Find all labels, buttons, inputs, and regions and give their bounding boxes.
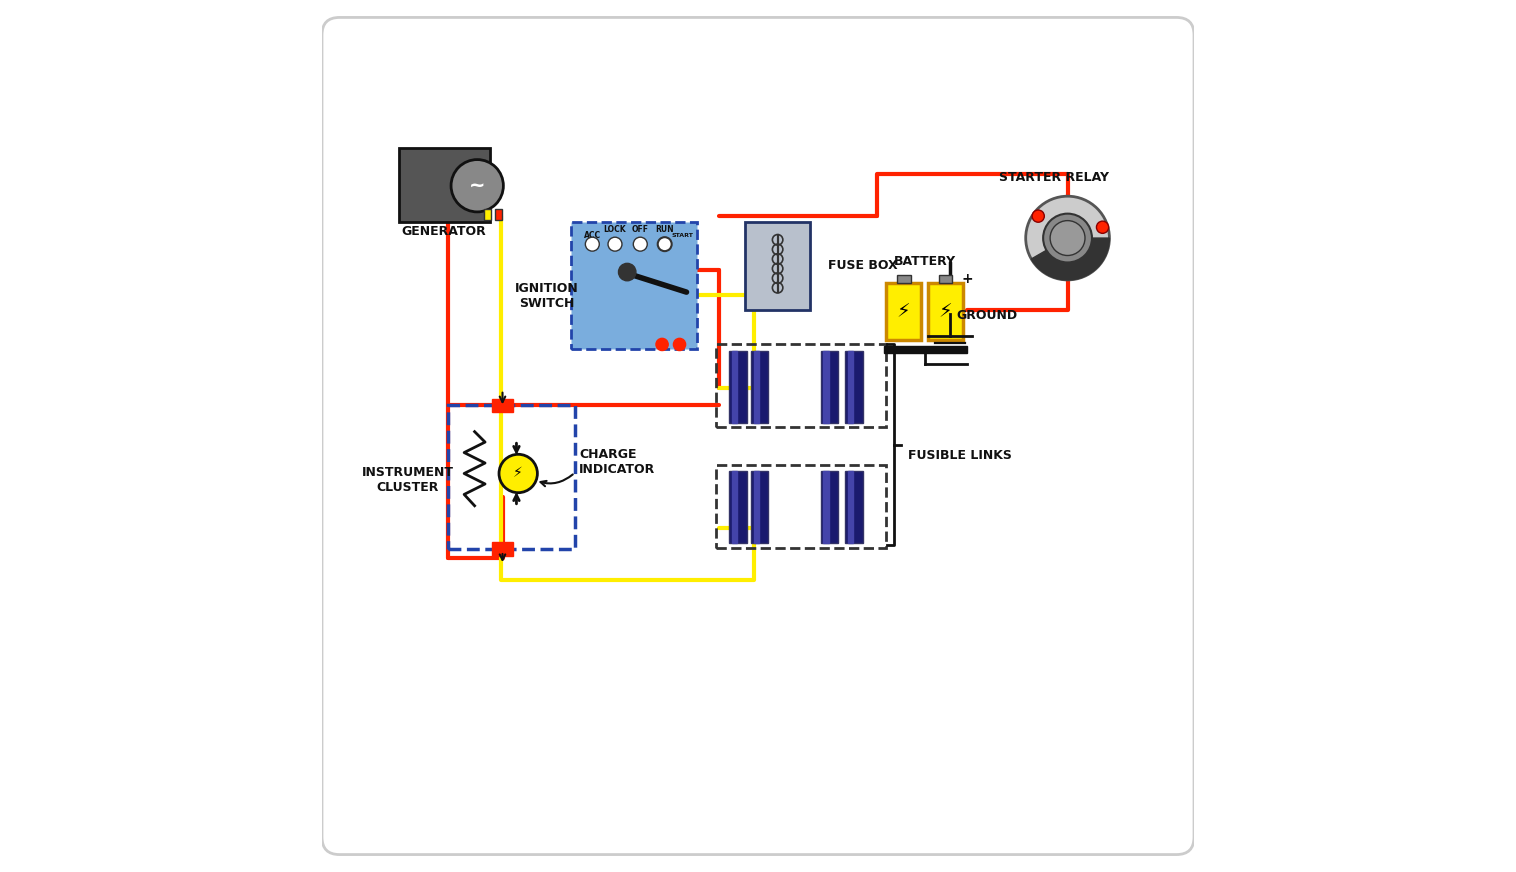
Bar [484,209,491,220]
Bar [493,542,512,556]
Bar [823,351,829,423]
Circle shape [608,237,622,251]
Circle shape [585,237,599,251]
Circle shape [673,338,685,351]
Bar [750,351,769,423]
Bar [847,351,854,423]
Bar [399,148,490,222]
Bar [938,275,952,283]
Bar [732,351,737,423]
Bar [884,346,967,353]
Circle shape [658,237,672,251]
Circle shape [499,454,537,493]
Text: +: + [961,272,973,286]
FancyBboxPatch shape [321,17,1195,855]
Circle shape [452,160,503,212]
Bar [729,471,747,543]
Bar [750,471,769,543]
Circle shape [619,263,635,281]
Text: ACC: ACC [584,231,600,240]
Text: IGNITION
SWITCH: IGNITION SWITCH [515,283,579,310]
Text: GROUND: GROUND [957,310,1017,322]
Bar [820,471,838,543]
Text: RUN: RUN [655,225,675,234]
Text: CHARGE
INDICATOR: CHARGE INDICATOR [579,448,655,476]
Bar [494,209,502,220]
Bar [896,275,911,283]
Bar [753,351,760,423]
Bar [493,399,512,412]
Bar [729,351,747,423]
Text: ~: ~ [468,176,485,195]
Text: ⚡: ⚡ [897,303,911,322]
Circle shape [1026,196,1110,280]
Text: FUSE BOX: FUSE BOX [828,260,897,272]
Text: LOCK: LOCK [603,225,626,234]
Bar [823,471,829,543]
Circle shape [1051,221,1085,255]
Text: GENERATOR: GENERATOR [402,225,487,237]
Text: INSTRUMENT
CLUSTER: INSTRUMENT CLUSTER [361,466,453,494]
Circle shape [1096,221,1108,234]
Text: FUSIBLE LINKS: FUSIBLE LINKS [908,449,1011,461]
Bar [820,351,838,423]
Bar [847,471,854,543]
Text: START: START [672,233,693,238]
Text: STARTER RELAY: STARTER RELAY [999,171,1110,183]
Bar [928,283,963,340]
Text: BATTERY: BATTERY [894,255,957,268]
Text: ⚡: ⚡ [938,303,952,322]
Text: ⚡: ⚡ [514,467,523,480]
Circle shape [656,338,669,351]
Bar [846,471,863,543]
Bar [732,471,737,543]
Circle shape [1032,210,1045,222]
Bar [887,283,922,340]
Bar [753,471,760,543]
Wedge shape [1031,238,1110,280]
Bar [846,351,863,423]
Circle shape [634,237,647,251]
Circle shape [1043,214,1092,262]
Bar [744,222,811,310]
Text: OFF: OFF [632,225,649,234]
FancyBboxPatch shape [570,222,697,349]
